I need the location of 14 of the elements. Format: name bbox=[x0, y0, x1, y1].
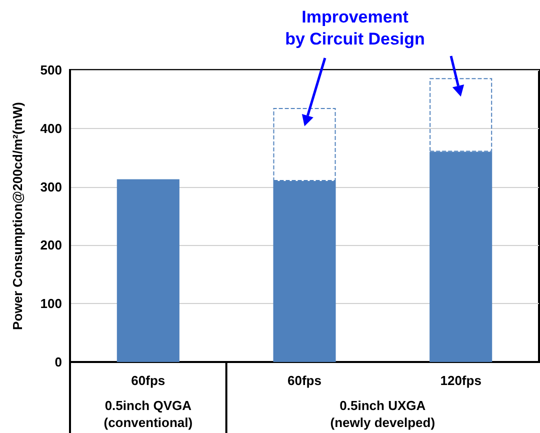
text: 0.5inch UXGA (newly develped) bbox=[330, 398, 436, 430]
y-tick-label: 200 bbox=[40, 238, 62, 253]
y-tick-label: 400 bbox=[40, 120, 62, 136]
text: Improvement by Circuit Design bbox=[285, 8, 425, 48]
x-tick-label: 60fps bbox=[131, 373, 166, 388]
text: 0.5inch QVGA (conventional) bbox=[104, 398, 193, 430]
bar bbox=[116, 179, 180, 362]
y-tick-label: 500 bbox=[40, 62, 62, 78]
y-axis-title: Power Consumption@200cd/m²(mW) bbox=[10, 102, 25, 330]
x-tick-label: 120fps bbox=[440, 373, 482, 388]
y-tick-label: 100 bbox=[40, 296, 62, 312]
y-tick-label: 0 bbox=[54, 354, 62, 370]
y-tick-label: 300 bbox=[40, 179, 62, 194]
x-tick-label: 60fps bbox=[288, 373, 322, 388]
